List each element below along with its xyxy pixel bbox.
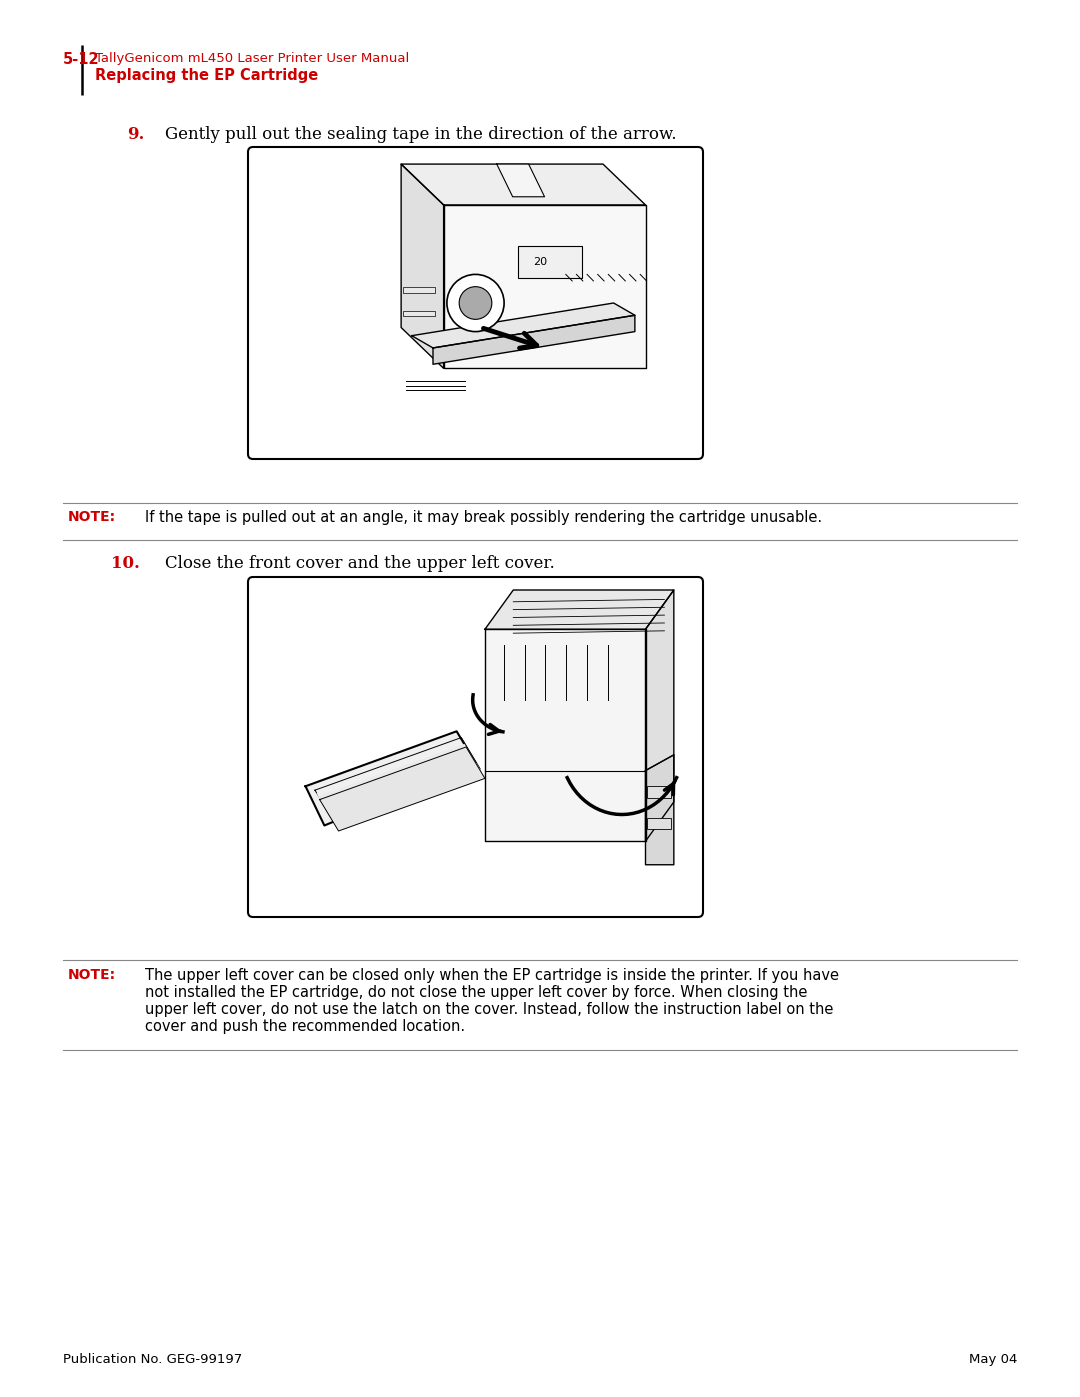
Polygon shape: [646, 590, 674, 841]
Text: not installed the EP cartridge, do not close the upper left cover by force. When: not installed the EP cartridge, do not c…: [145, 985, 808, 1000]
FancyBboxPatch shape: [248, 147, 703, 460]
Polygon shape: [316, 740, 482, 824]
Bar: [647, 787, 671, 798]
Text: 20: 20: [534, 257, 548, 267]
Text: NOTE:: NOTE:: [68, 968, 117, 982]
Text: Gently pull out the sealing tape in the direction of the arrow.: Gently pull out the sealing tape in the …: [165, 126, 676, 142]
Text: Replacing the EP Cartridge: Replacing the EP Cartridge: [95, 68, 319, 82]
Polygon shape: [401, 163, 444, 369]
Circle shape: [459, 286, 491, 320]
Polygon shape: [485, 590, 674, 629]
Polygon shape: [444, 205, 646, 369]
Text: TallyGenicom mL450 Laser Printer User Manual: TallyGenicom mL450 Laser Printer User Ma…: [95, 52, 409, 66]
Polygon shape: [401, 163, 646, 205]
Text: NOTE:: NOTE:: [68, 510, 117, 524]
Bar: [403, 312, 435, 316]
Polygon shape: [433, 316, 635, 365]
Text: upper left cover, do not use the latch on the cover. Instead, follow the instruc: upper left cover, do not use the latch o…: [145, 1002, 834, 1017]
Text: If the tape is pulled out at an angle, it may break possibly rendering the cartr: If the tape is pulled out at an angle, i…: [145, 510, 822, 525]
Text: cover and push the recommended location.: cover and push the recommended location.: [145, 1018, 465, 1034]
Polygon shape: [646, 754, 674, 865]
Text: 10.: 10.: [111, 555, 140, 571]
Text: The upper left cover can be closed only when the EP cartridge is inside the prin: The upper left cover can be closed only …: [145, 968, 839, 983]
Text: Publication No. GEG-99197: Publication No. GEG-99197: [63, 1354, 242, 1366]
Circle shape: [447, 274, 504, 331]
Text: Close the front cover and the upper left cover.: Close the front cover and the upper left…: [165, 555, 555, 571]
FancyBboxPatch shape: [248, 577, 703, 916]
Bar: [403, 286, 435, 293]
Polygon shape: [485, 629, 646, 841]
Polygon shape: [319, 743, 484, 828]
Bar: [647, 817, 671, 830]
Bar: [518, 246, 582, 278]
Text: 5-12: 5-12: [63, 52, 99, 67]
Polygon shape: [320, 747, 485, 831]
Text: May 04: May 04: [969, 1354, 1017, 1366]
Polygon shape: [306, 731, 475, 826]
Polygon shape: [315, 738, 481, 821]
Polygon shape: [497, 163, 544, 197]
Text: 9.: 9.: [127, 126, 145, 142]
Polygon shape: [411, 303, 635, 348]
